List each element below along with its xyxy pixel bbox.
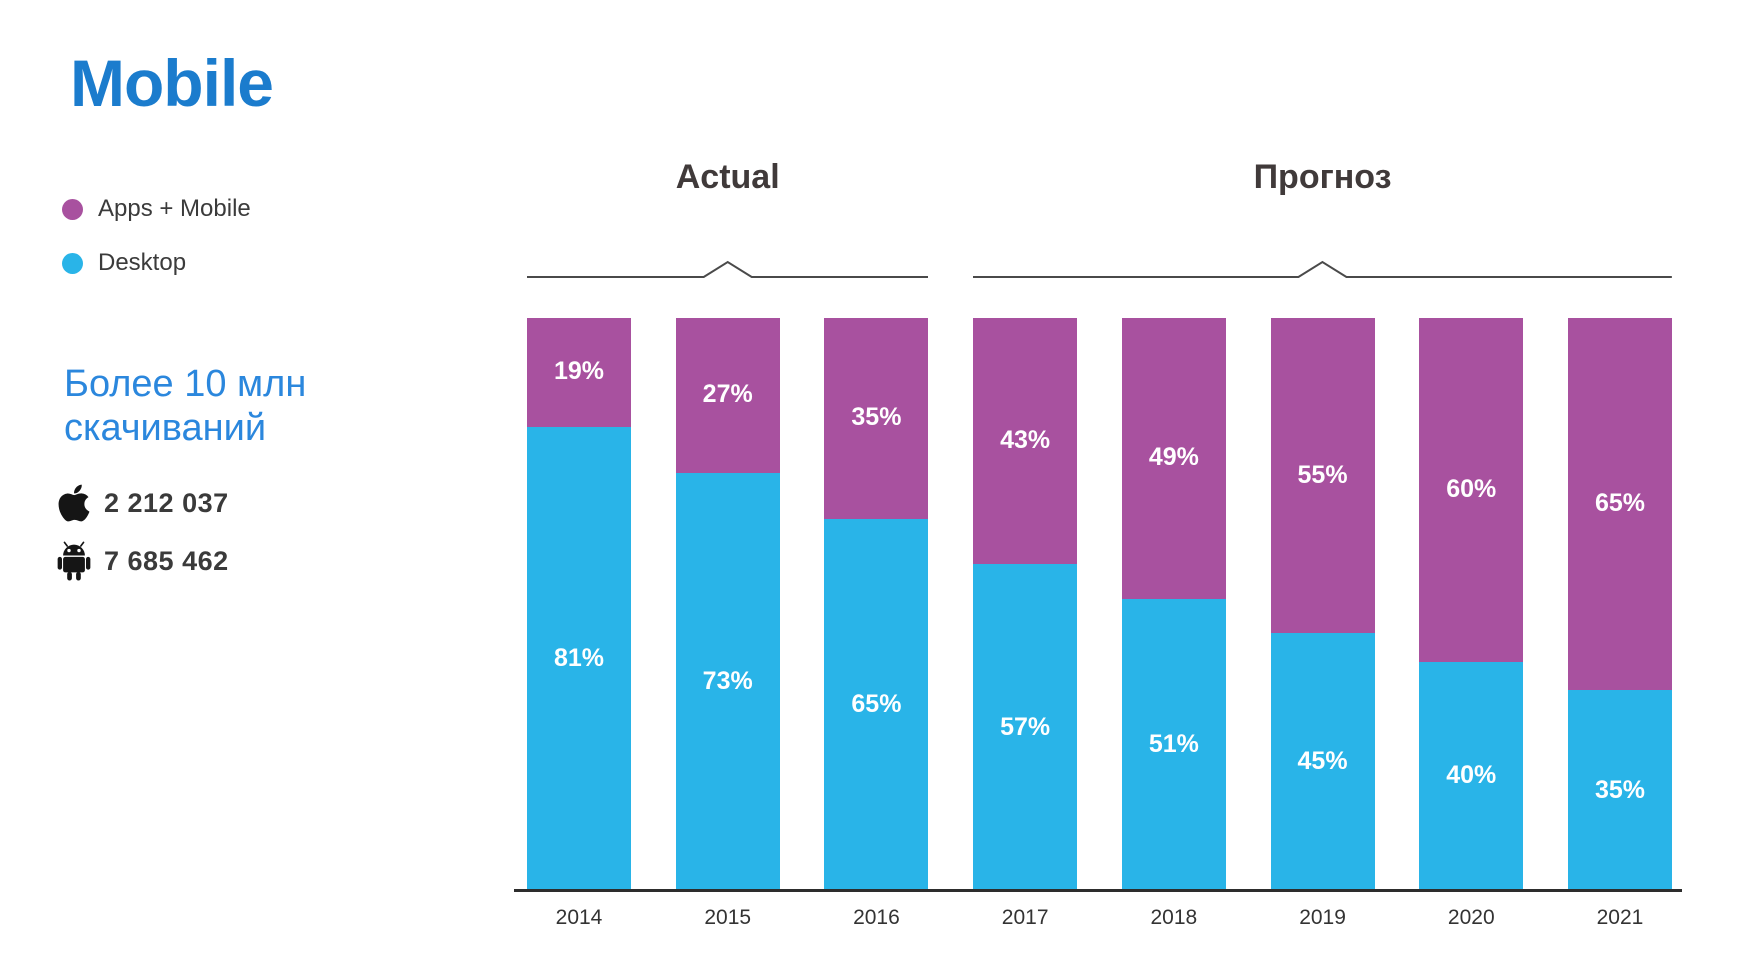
bar-value-label: 43% (1000, 426, 1051, 455)
download-count: 2 212 037 (104, 487, 229, 518)
download-count: 7 685 462 (104, 545, 229, 576)
download-row-apple: 2 212 037 (52, 480, 229, 526)
group-header: Прогноз (1253, 158, 1392, 196)
bar-segment-desktop (675, 472, 780, 891)
bar-segment-apps-mobile (527, 318, 631, 427)
legend-item: Desktop (62, 248, 251, 278)
bar-value-label: 65% (851, 689, 902, 718)
legend-dot-icon (62, 198, 83, 220)
bar-segment-apps-mobile (973, 318, 1078, 565)
bar-value-label: 57% (1000, 712, 1051, 741)
bar-segment-apps-mobile (1270, 318, 1375, 634)
bar-segment-desktop (1419, 661, 1524, 891)
bar-segment-apps-mobile (675, 318, 780, 473)
bar-segment-apps-mobile (824, 318, 929, 519)
legend-dot-icon (62, 252, 83, 274)
legend-label: Desktop (98, 249, 187, 276)
bar-segment-desktop (1270, 633, 1375, 891)
bar-value-label: 45% (1297, 747, 1348, 776)
bar-value-label: 81% (553, 643, 605, 672)
download-row-android: 7 685 462 (52, 538, 229, 584)
bar-value-label: 55% (1297, 460, 1348, 489)
x-axis-tick-label: 2016 (853, 906, 900, 929)
bar-value-label: 73% (702, 666, 753, 695)
bar-value-label: 40% (1446, 761, 1497, 790)
downloads-stats: 2 212 037 7 685 462 (52, 480, 229, 596)
bar-segment-apps-mobile (1567, 318, 1672, 691)
bar-value-label: 51% (1148, 729, 1199, 758)
group-header: Actual (675, 158, 780, 196)
legend-label: Apps + Mobile (98, 195, 251, 222)
x-axis-line (514, 889, 1682, 892)
bar-segment-apps-mobile (1121, 318, 1226, 599)
x-axis-tick-label: 2017 (1001, 906, 1049, 929)
x-axis-tick-label: 2020 (1447, 906, 1495, 929)
bar-value-label: 27% (702, 380, 753, 409)
bar-segment-desktop (1567, 690, 1672, 891)
bar-segment-apps-mobile (1419, 318, 1524, 662)
page-title: Mobile (70, 46, 274, 120)
chart-legend: Apps + Mobile Desktop (62, 194, 251, 302)
bar-value-label: 65% (1594, 489, 1645, 518)
bar-value-label: 35% (851, 403, 902, 432)
bar-value-label: 60% (1446, 474, 1497, 503)
bar-segment-desktop (973, 564, 1078, 891)
downloads-note: Более 10 млн скачиваний (64, 363, 307, 450)
bar-segment-desktop (1121, 598, 1226, 891)
x-axis-tick-label: 2021 (1596, 906, 1644, 929)
bar-value-label: 49% (1148, 443, 1199, 472)
group-brace (973, 260, 1672, 278)
android-icon (57, 541, 91, 581)
x-axis-tick-label: 2018 (1150, 906, 1198, 929)
bar-value-label: 35% (1594, 775, 1645, 804)
bar-segment-desktop (527, 426, 631, 891)
group-brace (527, 260, 929, 278)
x-axis-tick-label: 2015 (704, 906, 752, 929)
bar-segment-desktop (824, 518, 929, 891)
x-axis-tick-label: 2019 (1299, 906, 1346, 929)
legend-item: Apps + Mobile (62, 194, 251, 224)
bar-value-label: 19% (553, 357, 605, 386)
x-axis-tick-label: 2014 (555, 906, 603, 929)
apple-icon (58, 484, 90, 522)
